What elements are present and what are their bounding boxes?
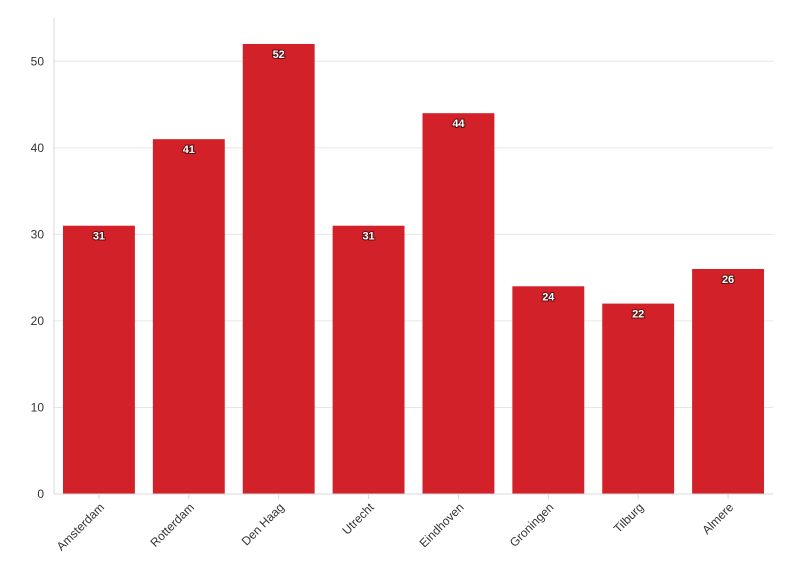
x-tick-label: Eindhoven <box>417 500 467 550</box>
y-tick-label: 40 <box>31 141 45 155</box>
x-tick-label: Den Haag <box>239 500 287 548</box>
x-tick-label: Groningen <box>507 500 557 550</box>
x-tick-label: Tilburg <box>611 500 647 536</box>
x-tick-label: Amsterdam <box>54 500 107 553</box>
bar <box>152 139 225 494</box>
bar <box>242 43 315 495</box>
data-label: 52 <box>273 49 285 61</box>
data-labels: 31 41 52 31 44 24 22 26 <box>92 48 735 322</box>
data-label: 22 <box>632 309 644 321</box>
y-tick-label: 20 <box>31 314 45 328</box>
x-tick-label: Utrecht <box>339 500 377 538</box>
data-label: 31 <box>362 231 374 243</box>
bar <box>602 303 675 494</box>
y-tick-label: 0 <box>37 487 44 501</box>
bar <box>422 113 495 494</box>
data-label: 44 <box>452 118 465 130</box>
data-label: 31 <box>93 231 105 243</box>
bar <box>332 225 405 494</box>
bars <box>62 43 765 495</box>
data-label: 26 <box>722 274 734 286</box>
x-tick-label: Rotterdam <box>147 500 197 550</box>
bar <box>692 268 765 494</box>
data-label: 41 <box>183 144 195 156</box>
y-tick-label: 10 <box>31 400 45 414</box>
bar <box>62 225 135 494</box>
data-label: 24 <box>542 291 555 303</box>
y-tick-label: 30 <box>31 227 45 241</box>
y-tick-label: 50 <box>31 54 45 68</box>
x-tick-label: Almere <box>699 500 736 537</box>
bar <box>512 286 585 494</box>
